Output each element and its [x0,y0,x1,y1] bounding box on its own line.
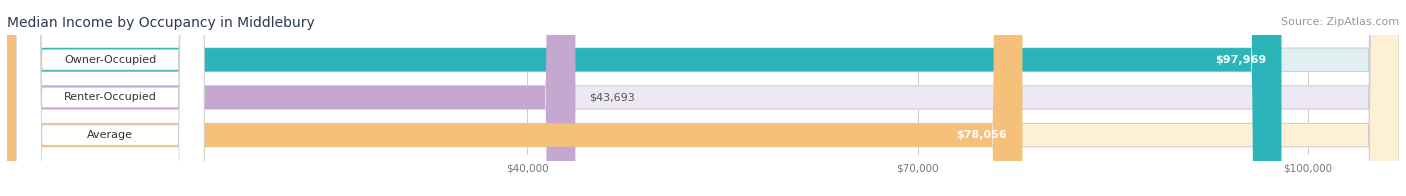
FancyBboxPatch shape [7,0,575,196]
FancyBboxPatch shape [17,0,204,196]
Text: $78,056: $78,056 [956,130,1007,140]
FancyBboxPatch shape [7,0,1399,196]
FancyBboxPatch shape [7,0,1281,196]
FancyBboxPatch shape [17,0,204,196]
Text: $43,693: $43,693 [589,93,636,103]
Text: Source: ZipAtlas.com: Source: ZipAtlas.com [1281,17,1399,27]
Text: Median Income by Occupancy in Middlebury: Median Income by Occupancy in Middlebury [7,16,315,30]
Text: $97,969: $97,969 [1215,55,1267,65]
FancyBboxPatch shape [7,0,1022,196]
FancyBboxPatch shape [7,0,1399,196]
Text: Average: Average [87,130,134,140]
FancyBboxPatch shape [7,0,1399,196]
Text: Renter-Occupied: Renter-Occupied [63,93,156,103]
Text: Owner-Occupied: Owner-Occupied [65,55,156,65]
FancyBboxPatch shape [17,0,204,196]
